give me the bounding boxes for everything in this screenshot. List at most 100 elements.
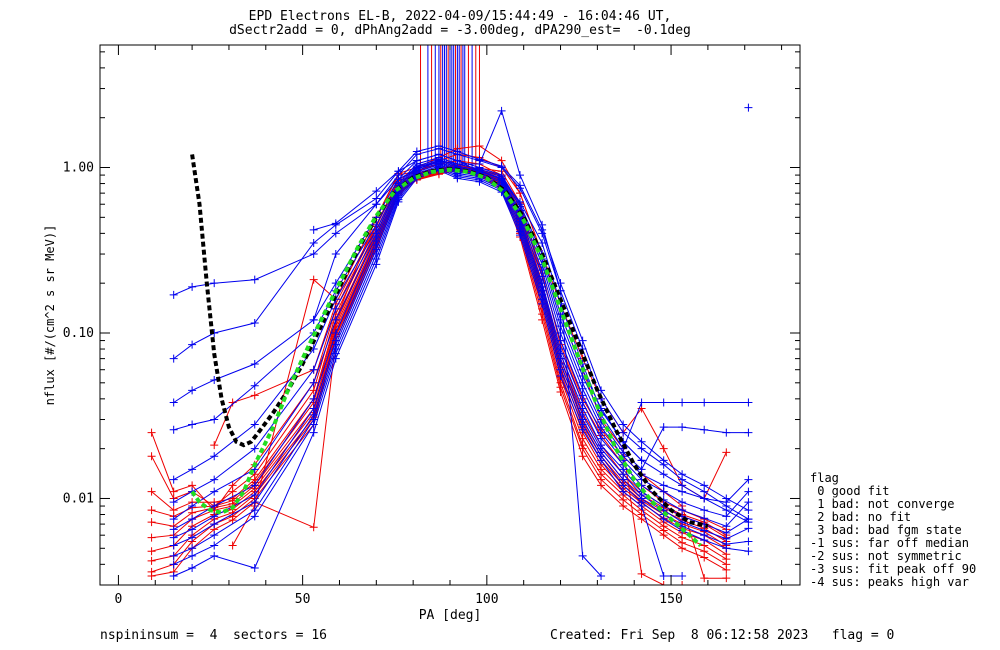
data-point-marker (678, 423, 687, 432)
data-point-marker (210, 475, 219, 484)
data-point-marker (722, 428, 731, 437)
data-point-marker (169, 354, 178, 363)
data-point-marker (169, 525, 178, 534)
data-point-marker (169, 533, 178, 542)
data-point-marker (372, 187, 381, 196)
data-point-marker (700, 494, 709, 503)
data-point-marker (637, 437, 646, 446)
data-point-marker (210, 541, 219, 550)
data-point-marker (744, 475, 753, 484)
data-point-marker (147, 452, 156, 461)
data-point-marker (147, 428, 156, 437)
data-point-marker (744, 487, 753, 496)
data-point-marker (309, 523, 318, 532)
legend-item: -1 sus: far off median (810, 536, 969, 550)
data-point-marker (331, 229, 340, 238)
data-point-marker (210, 520, 219, 529)
legend-item: 3 bad: bad fgm state (810, 523, 962, 537)
data-point-marker (331, 354, 340, 363)
fit-curve-green (190, 167, 702, 547)
data-point-marker (538, 299, 547, 308)
data-point-marker (169, 498, 178, 507)
data-point-marker (309, 238, 318, 247)
data-point-marker (210, 551, 219, 560)
data-point-marker (538, 238, 547, 247)
data-point-marker (434, 150, 443, 159)
data-point-marker (250, 275, 259, 284)
data-point-marker (412, 156, 421, 165)
legend-item: 0 good fit (810, 484, 890, 498)
data-point-marker (497, 175, 506, 184)
data-point-marker (309, 378, 318, 387)
data-point-marker (331, 328, 340, 337)
data-point-marker (250, 359, 259, 368)
data-point-marker (309, 315, 318, 324)
data-point-marker (169, 572, 178, 581)
data-point-marker (637, 515, 646, 524)
data-point-marker (678, 581, 687, 585)
data-point-marker (250, 498, 259, 507)
data-point-marker (619, 428, 628, 437)
data-point-marker (475, 177, 484, 186)
x-tick-label: 50 (295, 592, 311, 607)
data-point-marker (169, 560, 178, 569)
data-point-marker (744, 515, 753, 524)
data-point-marker (188, 544, 197, 553)
series-line (151, 163, 727, 539)
data-point-marker (722, 574, 731, 583)
y-axis-label: nflux [#/(cm^2 s sr MeV)] (43, 225, 57, 406)
data-point-marker (678, 572, 687, 581)
series-line (173, 161, 749, 520)
data-point-marker (412, 147, 421, 156)
data-point-marker (538, 315, 547, 324)
y-tick-label: 1.00 (63, 161, 94, 176)
data-point-marker (637, 569, 646, 578)
data-point-marker (169, 398, 178, 407)
data-point-marker (309, 428, 318, 437)
data-point-marker (309, 275, 318, 284)
data-point-marker (516, 231, 524, 240)
data-point-marker (250, 381, 259, 390)
series-line (173, 148, 749, 520)
data-point-marker (453, 147, 462, 156)
data-point-marker (744, 428, 753, 437)
flag-legend: flag 0 good fit 1 bad: not converge 2 ba… (810, 472, 976, 589)
data-point-marker (210, 531, 219, 540)
data-point-marker (228, 541, 237, 550)
data-point-marker (331, 315, 340, 324)
data-point-marker (597, 481, 606, 490)
data-point-marker (700, 398, 709, 407)
data-point-marker (188, 533, 197, 542)
x-axis-label: PA [deg] (419, 608, 482, 623)
data-point-marker (210, 512, 219, 521)
data-point-marker (578, 425, 587, 434)
data-point-marker (331, 219, 340, 228)
data-point-marker (744, 547, 753, 556)
data-point-marker (700, 536, 709, 545)
data-point-marker (659, 444, 668, 453)
data-point-marker (250, 490, 259, 499)
data-point-marker (188, 386, 197, 395)
data-point-marker (147, 556, 156, 565)
legend-item: 2 bad: no fit (810, 510, 912, 524)
data-point-marker (210, 415, 219, 424)
data-point-marker (250, 391, 259, 400)
data-point-marker (169, 290, 178, 299)
data-point-marker (147, 547, 156, 556)
data-point-marker (556, 371, 565, 380)
data-point-marker (250, 564, 259, 573)
data-point-marker (700, 506, 709, 515)
data-point-marker (637, 456, 646, 465)
data-point-marker (169, 551, 178, 560)
data-point-marker (678, 487, 687, 496)
footer-created-info: Created: Fri Sep 8 06:12:58 2023 flag = … (550, 628, 895, 643)
data-point-marker (169, 515, 178, 524)
data-point-marker (453, 174, 462, 183)
data-point-marker (210, 452, 219, 461)
data-point-marker (700, 425, 709, 434)
legend-item: -4 sus: peaks high var (810, 575, 969, 589)
data-point-marker (188, 551, 197, 560)
data-point-marker (497, 162, 506, 171)
data-point-marker (147, 506, 156, 515)
